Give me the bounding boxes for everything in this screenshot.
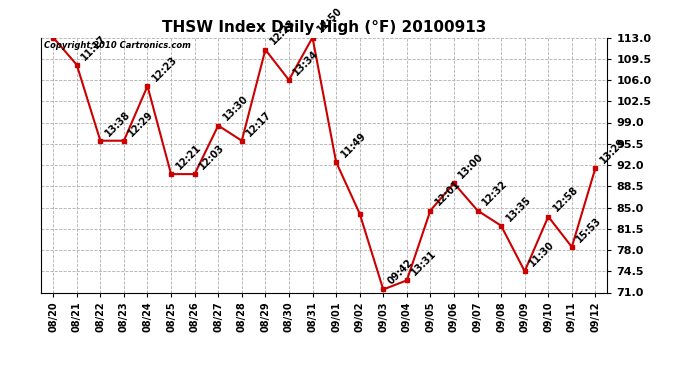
Text: 12:21: 12:21 (174, 142, 203, 171)
Text: 12:50: 12:50 (315, 6, 344, 35)
Text: 11:30: 11:30 (527, 240, 556, 268)
Text: 12:17: 12:17 (244, 109, 273, 138)
Text: 12:32: 12:32 (480, 179, 509, 208)
Text: 09:42: 09:42 (386, 258, 415, 286)
Text: 13:31: 13:31 (410, 249, 439, 278)
Text: Copyright 2010 Cartronics.com: Copyright 2010 Cartronics.com (44, 41, 191, 50)
Text: 13:29: 13:29 (598, 136, 627, 165)
Text: 12:01: 12:01 (433, 179, 462, 208)
Text: 12:28: 12:28 (268, 18, 297, 47)
Text: 13:30: 13:30 (221, 94, 250, 123)
Text: 13:38: 13:38 (103, 109, 132, 138)
Text: 13:34: 13:34 (292, 48, 321, 77)
Text: 13:35: 13:35 (504, 194, 533, 223)
Text: 11:49: 11:49 (339, 130, 368, 159)
Text: 12:03: 12:03 (197, 142, 226, 171)
Text: 11:17: 11:17 (79, 33, 108, 62)
Text: 12:23: 12:23 (150, 54, 179, 83)
Text: 12:29: 12:29 (127, 109, 156, 138)
Text: 13:00: 13:00 (457, 152, 486, 180)
Text: 12:58: 12:58 (551, 185, 580, 214)
Title: THSW Index Daily High (°F) 20100913: THSW Index Daily High (°F) 20100913 (162, 20, 486, 35)
Text: 15:53: 15:53 (575, 215, 604, 244)
